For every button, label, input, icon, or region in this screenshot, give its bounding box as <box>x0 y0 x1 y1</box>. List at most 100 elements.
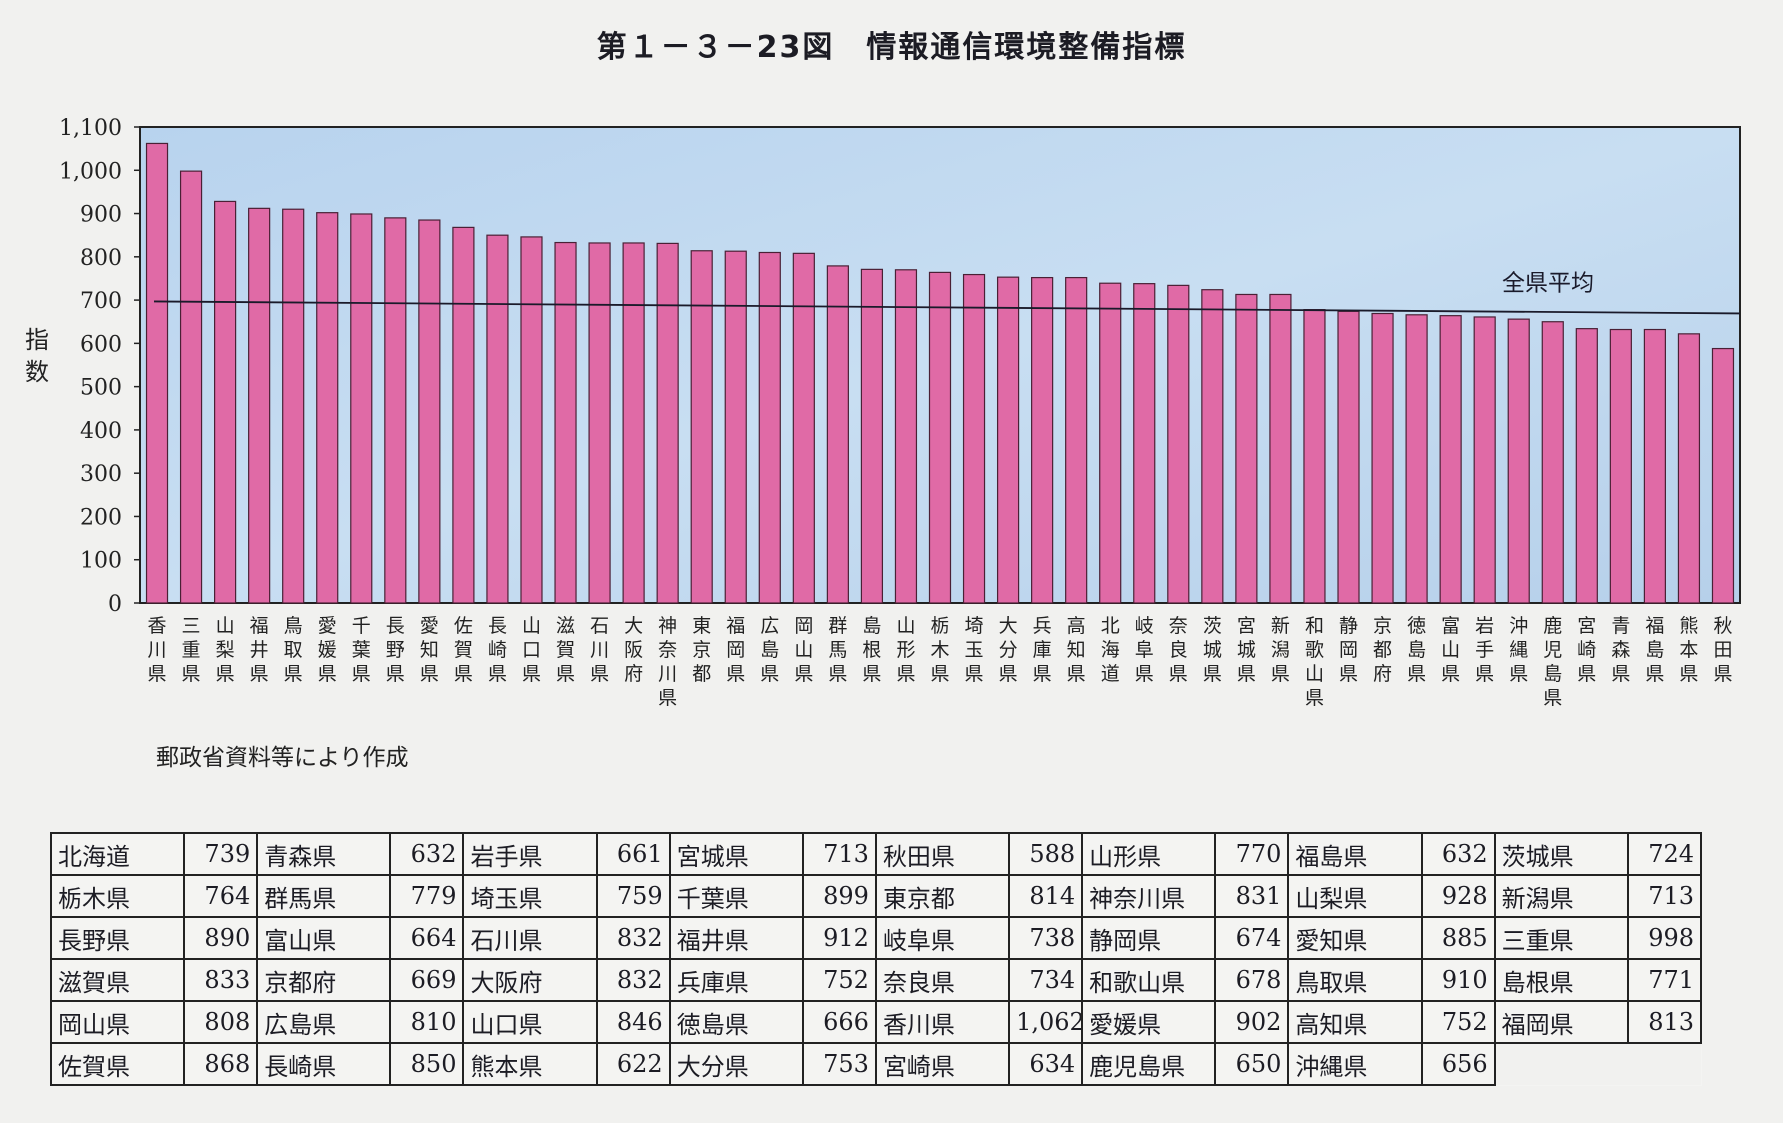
prefecture-name-cell: 香川県 <box>874 1000 1011 1044</box>
x-tick-label: 知 <box>420 639 439 661</box>
bar <box>1303 309 1326 604</box>
x-tick-label: 県 <box>386 663 405 685</box>
x-tick-label: 手 <box>1475 639 1494 661</box>
prefecture-value-cell: 632 <box>389 832 465 876</box>
prefecture-value-cell: 674 <box>1214 916 1290 960</box>
x-tick-label: 歌 <box>1305 639 1324 661</box>
prefecture-value-cell: 759 <box>595 874 671 918</box>
x-tick-label: 県 <box>1645 663 1664 685</box>
x-tick-label: 県 <box>1543 687 1562 709</box>
bar <box>554 241 577 604</box>
y-tick-label: 900 <box>80 203 122 228</box>
x-tick-label: 兵 <box>1033 615 1052 637</box>
prefecture-name-cell: 高知県 <box>1287 1000 1423 1044</box>
prefecture-value-cell: 814 <box>1008 874 1084 918</box>
x-tick-label: 大 <box>624 615 643 637</box>
bar <box>690 250 713 604</box>
x-tick-label: 青 <box>1611 615 1630 637</box>
bar <box>316 212 339 604</box>
prefecture-name-cell: 滋賀県 <box>49 958 186 1002</box>
bar <box>656 242 679 604</box>
prefecture-name-cell: 熊本県 <box>462 1042 598 1086</box>
x-tick-label: 県 <box>896 663 915 685</box>
prefecture-value-cell: 656 <box>1420 1042 1496 1086</box>
x-tick-label: 茨 <box>1203 615 1222 637</box>
y-tick-label: 400 <box>80 419 122 444</box>
bar <box>1405 314 1428 604</box>
x-tick-label: 千 <box>352 615 371 637</box>
prefecture-value-cell: 669 <box>389 958 465 1002</box>
y-tick-label: 600 <box>80 332 122 357</box>
x-tick-label: 長 <box>386 615 405 637</box>
bar <box>1371 312 1394 604</box>
x-tick-label: 県 <box>794 663 813 685</box>
x-tick-label: 県 <box>1203 663 1222 685</box>
x-tick-label: 県 <box>1713 663 1732 685</box>
x-tick-label: 梨 <box>216 639 235 661</box>
prefecture-name-cell: 岡山県 <box>49 1000 186 1044</box>
prefecture-value-cell: 678 <box>1214 958 1290 1002</box>
prefecture-name-cell: 福岡県 <box>1493 1000 1629 1044</box>
prefecture-value-cell: 833 <box>183 958 259 1002</box>
x-tick-label: 賀 <box>454 639 473 661</box>
x-tick-label: 京 <box>1373 615 1392 637</box>
y-tick-label: 200 <box>80 505 122 530</box>
bar <box>282 208 305 604</box>
x-tick-label: 鳥 <box>284 615 303 637</box>
x-tick-label: 北 <box>1101 615 1120 637</box>
prefecture-value-cell: 810 <box>389 1000 465 1044</box>
y-tick-label: 100 <box>80 549 122 574</box>
bar <box>1201 289 1224 604</box>
x-tick-label: 愛 <box>420 615 439 637</box>
prefecture-name-cell: 石川県 <box>462 916 598 960</box>
prefecture-name-cell: 富山県 <box>256 916 392 960</box>
x-tick-label: 埼 <box>965 615 984 637</box>
x-tick-label: 沖 <box>1509 615 1528 637</box>
prefecture-name-cell: 北海道 <box>49 832 186 876</box>
x-tick-label: 山 <box>216 615 235 637</box>
x-tick-label: 川 <box>658 663 677 685</box>
x-tick-label: 井 <box>250 639 269 661</box>
prefecture-name-cell: 佐賀県 <box>49 1042 186 1086</box>
prefecture-name-cell: 岩手県 <box>462 832 598 876</box>
prefecture-name-cell: 群馬県 <box>256 874 392 918</box>
bar <box>1167 284 1190 604</box>
x-tick-label: 県 <box>216 663 235 685</box>
x-tick-label: 重 <box>182 639 201 661</box>
y-tick-label: 300 <box>80 462 122 487</box>
prefecture-value-cell: 764 <box>183 874 259 918</box>
prefecture-name-cell: 奈良県 <box>874 958 1011 1002</box>
x-tick-label: 都 <box>692 663 711 685</box>
empty-cell <box>1494 1043 1628 1085</box>
bar <box>1541 321 1564 604</box>
empty-cell <box>1627 1043 1701 1085</box>
prefecture-name-cell: 京都府 <box>256 958 392 1002</box>
prefecture-name-cell: 神奈川県 <box>1081 874 1217 918</box>
x-tick-label: 城 <box>1237 639 1256 661</box>
prefecture-value-cell: 885 <box>1420 916 1496 960</box>
x-tick-label: 城 <box>1203 639 1222 661</box>
prefecture-value-cell: 770 <box>1214 832 1290 876</box>
x-tick-label: 県 <box>1577 663 1596 685</box>
x-tick-label: 県 <box>522 663 541 685</box>
prefecture-value-cell: 622 <box>595 1042 671 1086</box>
x-tick-label: 山 <box>794 639 813 661</box>
x-tick-label: 崎 <box>1577 639 1596 661</box>
x-tick-label: 宮 <box>1237 615 1256 637</box>
y-tick-label: 1,100 <box>59 116 122 141</box>
prefecture-value-cell: 899 <box>801 874 877 918</box>
table-row: 佐賀県 868 長崎県 850 熊本県 622 大分県 753 宮崎県 634 鹿児島県 650 沖縄県… <box>49 1042 1701 1086</box>
x-tick-label: 島 <box>862 615 881 637</box>
prefecture-name-cell: 千葉県 <box>668 874 804 918</box>
bar <box>520 236 543 604</box>
bar <box>214 200 237 604</box>
table-row: 栃木県 764 群馬県 779 埼玉県 759 千葉県 899 東京都 814 神奈川県 831 山梨県… <box>49 874 1703 918</box>
prefecture-value-cell: 661 <box>595 832 671 876</box>
table-row: 北海道 739 青森県 632 岩手県 661 宮城県 713 秋田県 588 山形県 770 福島県 6… <box>49 832 1703 876</box>
prefecture-name-cell: 愛媛県 <box>1081 1000 1217 1044</box>
x-tick-label: 島 <box>1407 639 1426 661</box>
x-tick-label: 山 <box>1305 663 1324 685</box>
table-row: 滋賀県 833 京都府 669 大阪府 832 兵庫県 752 奈良県 734 和歌山県 678 鳥取県… <box>49 958 1703 1002</box>
prefecture-name-cell: 岐阜県 <box>874 916 1011 960</box>
x-tick-label: 県 <box>250 663 269 685</box>
